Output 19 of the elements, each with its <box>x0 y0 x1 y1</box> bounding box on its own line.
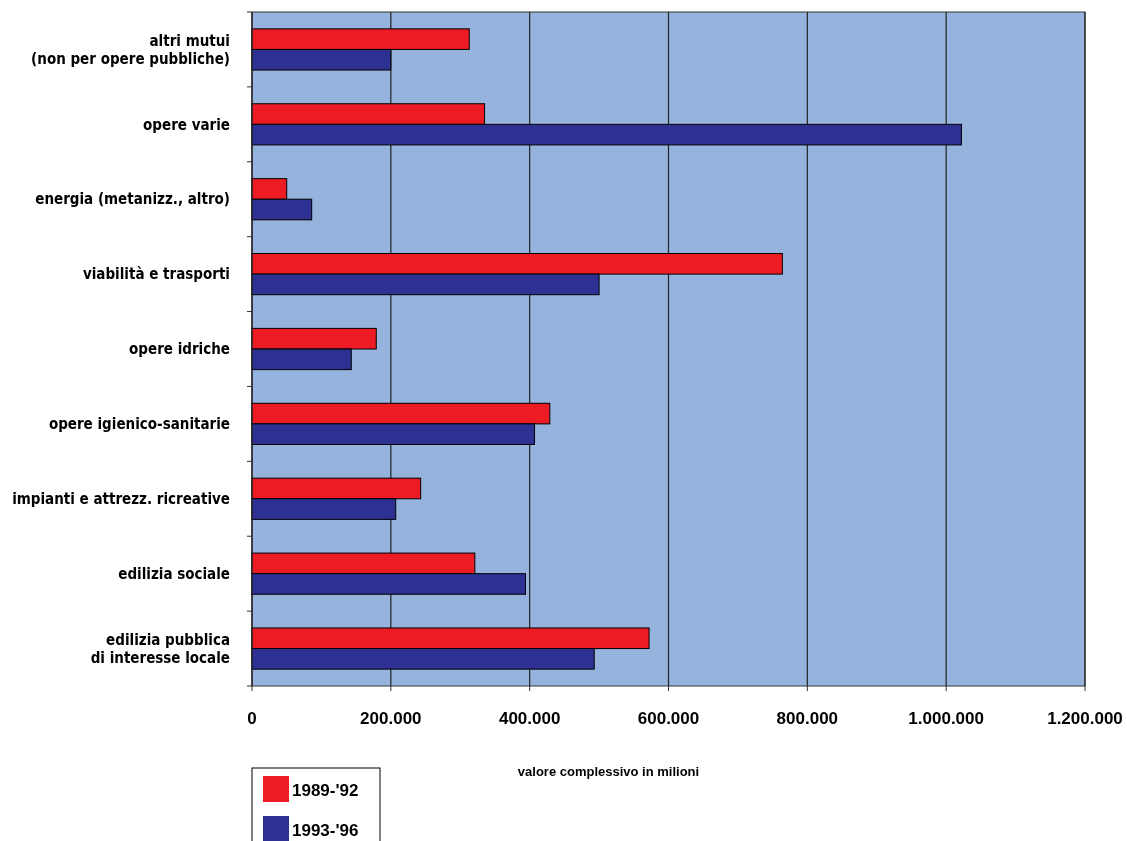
x-tick-label: 1.000.000 <box>908 709 984 728</box>
legend-label: 1993-'96 <box>292 821 359 840</box>
x-tick-label: 800.000 <box>776 709 839 728</box>
x-tick-label: 600.000 <box>637 709 700 728</box>
y-tick-label: altri mutui (non per opere pubbliche) <box>31 31 230 68</box>
y-tick-label: edilizia pubblica di interesse locale <box>90 630 230 667</box>
y-tick-label: opere idriche <box>129 340 230 359</box>
legend-label: 1989-'92 <box>292 781 359 800</box>
y-tick-label: opere varie <box>143 115 230 134</box>
y-tick-label: edilizia sociale <box>118 564 230 583</box>
y-tick-label: viabilità e trasporti <box>82 265 230 284</box>
y-tick-label: energia (metanizz., altro) <box>35 190 230 209</box>
y-tick-label: impianti e attrezz. ricreative <box>12 490 230 509</box>
x-tick-label: 400.000 <box>498 709 561 728</box>
x-axis-title: valore complessivo in milioni <box>517 764 700 779</box>
x-tick-label: 1.200.000 <box>1047 709 1123 728</box>
x-tick-label: 200.000 <box>360 709 422 728</box>
y-tick-label: opere igienico-sanitarie <box>48 415 230 434</box>
x-tick-label: 0 <box>247 709 257 728</box>
